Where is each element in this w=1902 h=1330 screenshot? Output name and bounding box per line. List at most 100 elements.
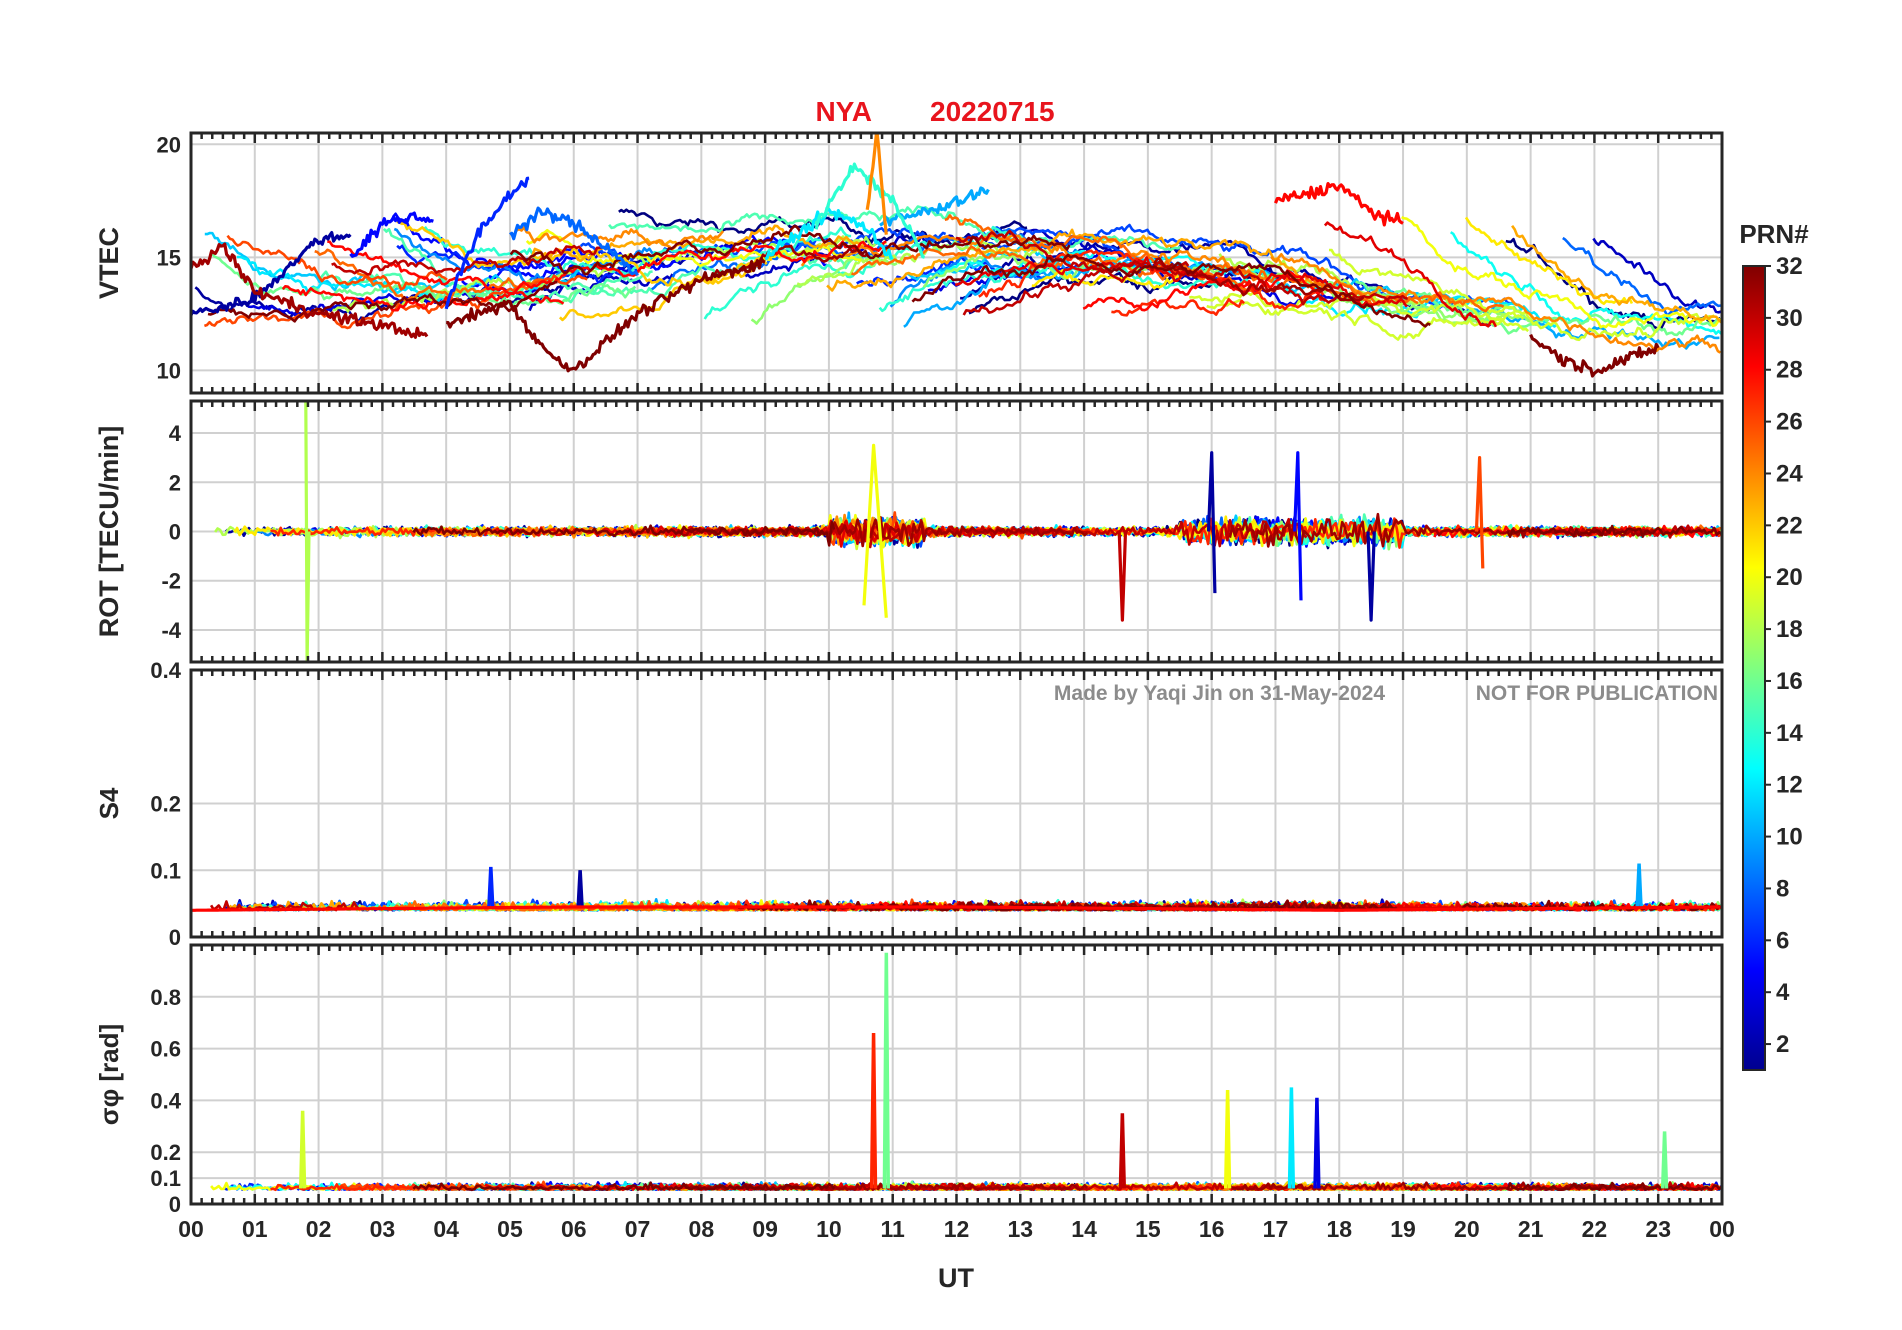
y-tick-label: 0.1 [150, 1166, 181, 1191]
series-prn-4 [1313, 1097, 1321, 1189]
y-tick-label: 15 [157, 245, 181, 270]
colorbar-tick-label: 30 [1776, 305, 1803, 332]
watermark-credit: Made by Yaqi Jin on 31-May-2024 [1054, 682, 1385, 705]
y-tick-label: 20 [157, 132, 181, 157]
series-prn-20 [862, 443, 888, 618]
x-tick-label: 13 [1007, 1216, 1033, 1242]
series-prn-2b [1366, 531, 1376, 622]
x-tick-label: 16 [1199, 1216, 1225, 1242]
x-tick-label: 12 [944, 1216, 970, 1242]
prn-trace-26 [226, 234, 448, 291]
series-prn-30 [1118, 1113, 1127, 1189]
colorbar-tick-label: 10 [1776, 824, 1803, 851]
y-axis-label: VTEC [94, 227, 124, 299]
series-prn-26 [1474, 456, 1485, 569]
prn-trace-28 [327, 240, 887, 296]
y-tick-label: 0.4 [150, 658, 181, 683]
y-axis-label: σφ [rad] [94, 1024, 124, 1125]
panel-VTEC: 10 15 20 VTEC [94, 131, 1724, 395]
y-tick-label: -2 [161, 569, 181, 594]
colorbar-tick-label: 26 [1776, 409, 1803, 436]
prn-trace-24 [515, 226, 725, 251]
colorbar-tick-label: 32 [1776, 253, 1803, 280]
colorbar-gradient [1742, 265, 1766, 1071]
series-prn-10 [1635, 863, 1643, 908]
prn-trace-31 [675, 515, 1089, 548]
x-tick-label: 10 [816, 1216, 842, 1242]
x-tick-label: 20 [1454, 1216, 1480, 1242]
series-prn-24 [865, 133, 888, 235]
series-prn-12 [1287, 1087, 1296, 1189]
prn-trace-32 [509, 225, 1071, 276]
traces [214, 401, 1722, 662]
prn-trace-32 [1506, 524, 1722, 539]
prn-trace-29 [1323, 221, 1498, 328]
x-tick-label: 06 [561, 1216, 587, 1242]
y-axis-label: S4 [94, 787, 124, 819]
y-tick-label: -4 [161, 618, 181, 643]
colorbar-tick-label: 28 [1776, 357, 1803, 384]
prn-trace-21 [1464, 216, 1634, 306]
prn-trace-27 [1111, 297, 1246, 317]
panel-ROT: -4 -2 0 2 4 ROT [TECU/min] [94, 399, 1724, 664]
x-tick-label: 15 [1135, 1216, 1161, 1242]
traces [191, 863, 1722, 912]
x-tick-label: 17 [1263, 1216, 1289, 1242]
prn-trace-8 [650, 227, 1086, 291]
x-tick-label: 00 [178, 1216, 204, 1242]
series-prn-16 [882, 952, 890, 1189]
prn-trace-30 [331, 244, 603, 276]
chart-title-date: 20220715 [930, 96, 1055, 127]
colorbar-tick-label: 18 [1776, 616, 1803, 643]
colorbar-tick-label: 16 [1776, 668, 1803, 695]
series-prn-2 [1206, 451, 1217, 594]
y-tick-label: 10 [157, 358, 181, 383]
prn-trace-32 [207, 280, 558, 323]
prn-trace-30 [955, 229, 1408, 306]
prn-trace-25 [314, 248, 548, 302]
y-tick-label: 0 [169, 925, 181, 950]
prn-trace-15 [319, 270, 653, 304]
prn-trace-18 [1218, 253, 1507, 323]
x-tick-label: 09 [752, 1216, 778, 1242]
series-prn-28 [191, 905, 1722, 912]
series-prn-6 [444, 176, 530, 310]
x-tick-label: 18 [1326, 1216, 1352, 1242]
prn-trace-32 [412, 1181, 836, 1192]
prn-trace-31 [1153, 257, 1365, 302]
series-prn-30 [1117, 531, 1128, 622]
y-tick-label: 0 [169, 1192, 181, 1217]
prn-trace-23 [1511, 224, 1722, 324]
x-tick-label: 23 [1645, 1216, 1671, 1242]
colorbar-tick-label: 20 [1776, 564, 1803, 591]
x-tick-label: 19 [1390, 1216, 1416, 1242]
x-tick-label: 03 [370, 1216, 396, 1242]
x-tick-label: 08 [689, 1216, 715, 1242]
colorbar-tick-label: 22 [1776, 512, 1803, 539]
prn-trace-22 [396, 220, 768, 289]
y-tick-label: 0.8 [150, 985, 181, 1010]
x-tick-label: 05 [497, 1216, 523, 1242]
series-prn-20 [1223, 1090, 1232, 1189]
y-tick-label: 0.2 [150, 1140, 181, 1165]
prn-trace-20 [1401, 216, 1722, 329]
colorbar-label: PRN# [1739, 219, 1809, 249]
series-prn-6 [487, 866, 495, 908]
prn-trace-8 [1562, 236, 1722, 318]
series-prn-27 [869, 1033, 878, 1189]
traces [191, 133, 1722, 378]
x-tick-label: 04 [433, 1216, 459, 1242]
series-prn-31 [191, 242, 429, 339]
colorbar-tick-label: 4 [1776, 979, 1790, 1006]
series-prn-32 [446, 257, 766, 373]
series-prn-5 [1293, 451, 1303, 601]
prn-trace-28 [281, 284, 565, 312]
x-tick-label: 00 [1709, 1216, 1735, 1242]
x-axis-label: UT [938, 1263, 974, 1293]
prn-trace-19 [1206, 298, 1530, 341]
y-tick-label: 2 [169, 470, 181, 495]
prn-trace-14 [703, 225, 1028, 320]
series-prn-32b [1529, 333, 1660, 378]
prn-trace-32 [1506, 1181, 1722, 1191]
